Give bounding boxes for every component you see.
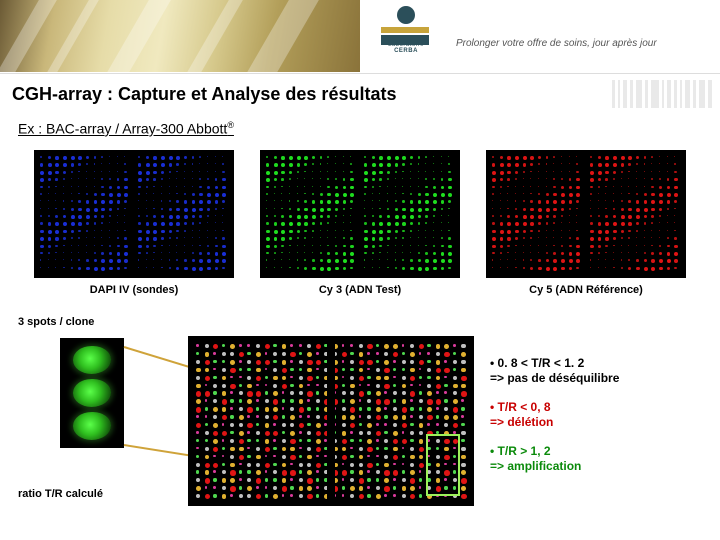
legend-normal: • 0. 8 < T/R < 1. 2 => pas de déséquilib…: [490, 356, 712, 386]
cerba-logo: Laboratoire CERBA: [378, 6, 434, 68]
caption-cy5: Cy 5 (ADN Référence): [486, 284, 686, 296]
array-panels-row: DAPI IV (sondes) Cy 3 (ADN Test) Cy 5 (A…: [34, 150, 686, 296]
panel-cy3: Cy 3 (ADN Test): [260, 150, 460, 296]
panel-cy5: Cy 5 (ADN Référence): [486, 150, 686, 296]
logo-text-bottom: CERBA: [378, 48, 434, 54]
zoom-highlight-box: [426, 434, 460, 496]
barcode-decoration: [612, 80, 720, 108]
subtitle-sup: ®: [227, 120, 234, 130]
slide-header: Laboratoire CERBA Prolonger votre offre …: [0, 0, 720, 74]
tagline: Prolonger votre offre de soins, jour apr…: [456, 38, 657, 49]
caption-dapi: DAPI IV (sondes): [34, 284, 234, 296]
legend-amplification: • T/R > 1, 2 => amplification: [490, 444, 712, 474]
panel-dapi: DAPI IV (sondes): [34, 150, 234, 296]
interpretation-legend: • 0. 8 < T/R < 1. 2 => pas de déséquilib…: [490, 356, 712, 488]
caption-cy3: Cy 3 (ADN Test): [260, 284, 460, 296]
spot-blob: [73, 412, 111, 440]
spots-per-clone-label: 3 spots / clone: [18, 316, 94, 328]
slide-title: CGH-array : Capture et Analyse des résul…: [12, 84, 396, 105]
header-photo: [0, 0, 360, 72]
spot-blob: [73, 346, 111, 374]
legend-deletion: • T/R < 0, 8 => délétion: [490, 400, 712, 430]
spots-closeup: [60, 338, 124, 448]
subtitle-text: Ex : BAC-array / Array-300 Abbott: [18, 121, 227, 137]
slide-subtitle: Ex : BAC-array / Array-300 Abbott®: [18, 120, 234, 137]
ratio-label: ratio T/R calculé: [18, 488, 103, 500]
spot-blob: [73, 379, 111, 407]
